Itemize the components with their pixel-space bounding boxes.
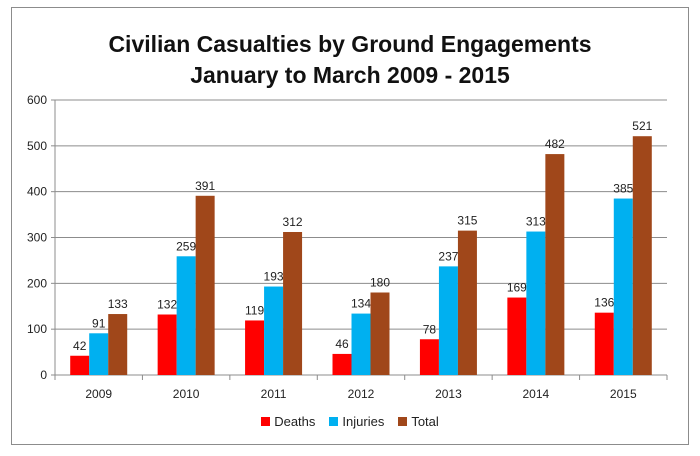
- x-tick-label: 2014: [523, 387, 550, 401]
- bar-deaths: [70, 355, 90, 375]
- bar-total: [457, 230, 477, 375]
- bar-total: [108, 314, 128, 375]
- legend-label-total: Total: [411, 414, 439, 429]
- legend-item-deaths: Deaths: [261, 414, 315, 429]
- data-label: 259: [176, 239, 196, 253]
- data-label: 169: [507, 281, 527, 295]
- legend: Deaths Injuries Total: [0, 414, 700, 429]
- data-label: 315: [457, 214, 477, 228]
- data-label: 391: [195, 179, 215, 193]
- x-tick-label: 2009: [85, 387, 112, 401]
- data-label: 134: [351, 297, 371, 311]
- bar-injuries: [526, 231, 546, 375]
- legend-label-deaths: Deaths: [274, 414, 316, 429]
- data-label: 521: [632, 119, 652, 133]
- chart-title-line2: January to March 2009 - 2015: [190, 62, 510, 88]
- y-tick-label: 200: [27, 276, 47, 290]
- data-label: 237: [438, 249, 458, 263]
- legend-swatch-deaths: [261, 417, 271, 426]
- y-tick-label: 600: [27, 93, 47, 107]
- bar-injuries: [176, 256, 196, 375]
- data-label: 46: [335, 337, 349, 351]
- bar-injuries: [264, 286, 284, 375]
- x-tick-label: 2010: [173, 387, 200, 401]
- data-label: 136: [594, 296, 614, 310]
- bar-total: [632, 136, 652, 375]
- data-label: 132: [157, 298, 177, 312]
- data-label: 42: [73, 339, 87, 353]
- data-label: 193: [264, 270, 284, 284]
- data-label: 482: [545, 137, 565, 151]
- legend-item-total: Total: [398, 414, 439, 429]
- data-label: 385: [613, 182, 633, 196]
- bar-total: [195, 195, 215, 375]
- x-tick-label: 2011: [261, 387, 287, 401]
- bar-injuries: [89, 333, 109, 375]
- bar-deaths: [245, 320, 265, 375]
- chart-title-line1: Civilian Casualties by Ground Engagement…: [108, 31, 592, 57]
- bar-total: [370, 292, 390, 375]
- data-label: 313: [526, 215, 546, 229]
- bar-total: [283, 232, 303, 375]
- data-label: 119: [245, 303, 264, 317]
- y-tick-label: 500: [27, 139, 47, 153]
- y-tick-label: 0: [40, 368, 47, 382]
- data-label: 91: [92, 316, 106, 330]
- legend-label-injuries: Injuries: [342, 414, 385, 429]
- bar-deaths: [594, 312, 614, 375]
- y-tick-label: 100: [27, 322, 47, 336]
- bar-deaths: [419, 339, 439, 375]
- data-label: 78: [423, 322, 437, 336]
- legend-swatch-injuries: [329, 417, 339, 426]
- legend-item-injuries: Injuries: [329, 414, 384, 429]
- legend-swatch-total: [398, 417, 408, 426]
- bar-deaths: [507, 297, 527, 375]
- bar-deaths: [157, 314, 177, 375]
- data-label: 180: [370, 276, 390, 290]
- data-label: 133: [108, 297, 128, 311]
- bar-deaths: [332, 353, 352, 375]
- bar-injuries: [613, 198, 633, 375]
- data-label: 312: [283, 215, 303, 229]
- x-tick-label: 2015: [610, 387, 637, 401]
- bar-injuries: [351, 313, 371, 375]
- x-tick-label: 2012: [348, 387, 375, 401]
- y-tick-label: 400: [27, 185, 47, 199]
- bar-total: [545, 154, 565, 375]
- y-tick-label: 300: [27, 231, 47, 245]
- bar-injuries: [438, 266, 458, 375]
- x-tick-label: 2013: [435, 387, 462, 401]
